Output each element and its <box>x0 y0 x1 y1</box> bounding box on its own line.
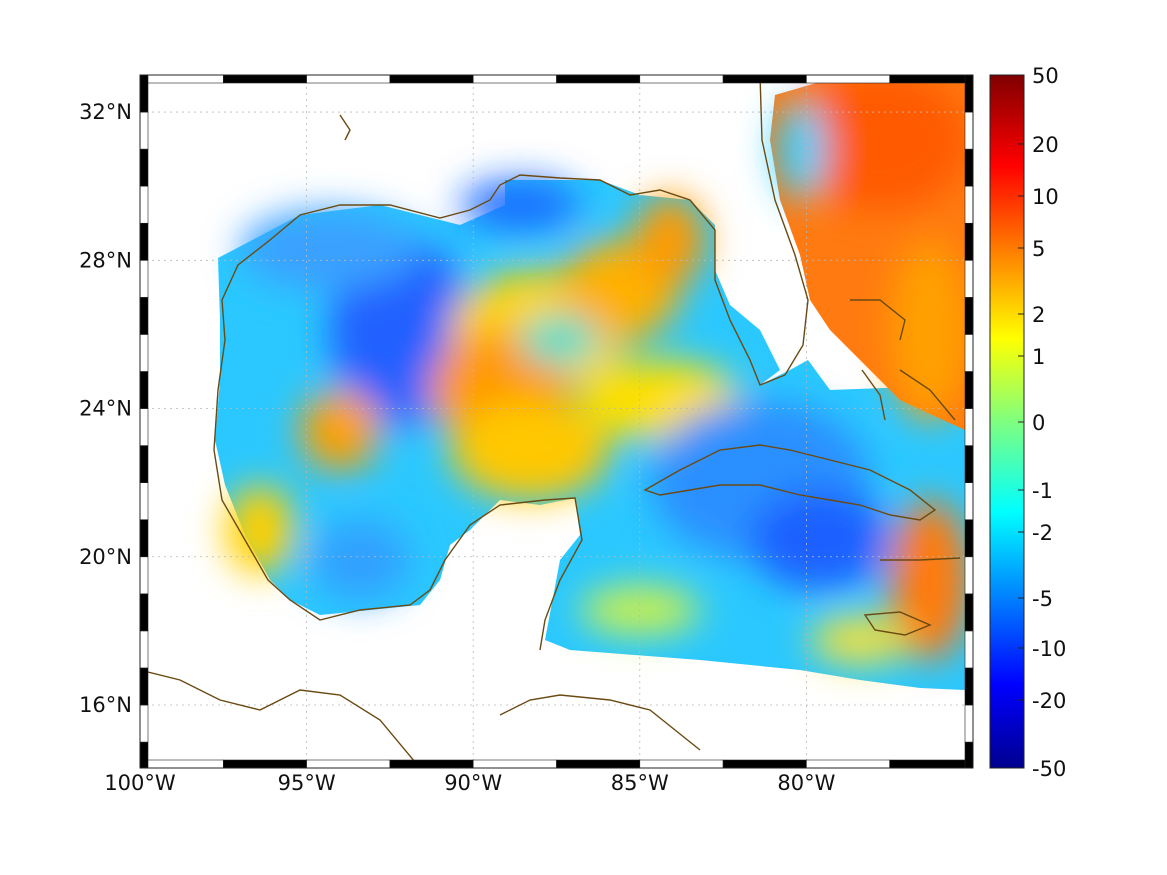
frame-segment <box>472 759 557 769</box>
frame-segment <box>472 74 557 84</box>
frame-segment <box>139 704 149 743</box>
lon-tick-label: 85°W <box>611 771 669 795</box>
colorbar-tick-label: 2 <box>1032 303 1045 327</box>
frame-segment <box>889 759 974 769</box>
frame-segment <box>139 222 149 261</box>
lat-tick-label: 32°N <box>79 100 132 124</box>
lat-tick-label: 24°N <box>79 397 132 421</box>
frame-segment <box>964 556 974 595</box>
frame-segment <box>139 185 149 224</box>
frame-segment <box>964 445 974 483</box>
colorbar-tick-label: -10 <box>1032 637 1066 661</box>
data-field <box>215 75 970 690</box>
frame-segment <box>223 74 307 84</box>
frame-segment <box>639 74 724 84</box>
colorbar-tick-label: 1 <box>1032 345 1045 369</box>
coastline <box>140 75 961 768</box>
frame-segment <box>556 759 641 769</box>
frame-segment <box>806 759 891 769</box>
frame-segment <box>556 74 641 84</box>
frame-segment <box>139 741 149 769</box>
frame-segment <box>964 259 974 298</box>
frame-segment <box>139 297 149 335</box>
frame-segment <box>139 759 224 769</box>
frame-segment <box>964 222 974 261</box>
colorbar-tick-label: 20 <box>1032 133 1059 157</box>
colorbar-tick-label: 10 <box>1032 185 1059 209</box>
latitude-labels: 32°N 28°N 24°N 20°N 16°N <box>79 100 132 717</box>
colorbar-tick-label: -1 <box>1032 479 1053 503</box>
colorbar-tick-label: 5 <box>1032 237 1045 261</box>
lon-tick-label: 100°W <box>104 771 176 795</box>
frame-segment <box>139 74 149 113</box>
frame-segment <box>964 185 974 224</box>
frame-segment <box>964 371 974 409</box>
frame-segment <box>722 759 807 769</box>
lat-tick-label: 16°N <box>79 693 132 717</box>
frame-segment <box>139 148 149 187</box>
frame-segment <box>964 630 974 669</box>
frame-segment <box>139 630 149 669</box>
frame-segment <box>964 704 974 743</box>
lat-tick-label: 28°N <box>79 248 132 272</box>
frame-segment <box>139 111 149 150</box>
frame-segment <box>964 482 974 521</box>
frame-segment <box>139 259 149 298</box>
frame-segment <box>964 667 974 706</box>
colorbar-tick-label: -20 <box>1032 689 1066 713</box>
colorbar-tick-label: 0 <box>1032 411 1045 435</box>
frame-segment <box>139 408 149 446</box>
frame-segment <box>639 759 724 769</box>
lon-tick-label: 95°W <box>278 771 336 795</box>
frame-segment <box>139 556 149 595</box>
colorbar-tick-label: -2 <box>1032 521 1053 545</box>
frame-segment <box>964 148 974 187</box>
frame-segment <box>306 759 391 769</box>
frame-segment <box>889 74 974 84</box>
lon-tick-label: 90°W <box>444 771 502 795</box>
frame-segment <box>223 759 307 769</box>
lon-tick-label: 80°W <box>777 771 835 795</box>
colorbar-tick-label: -50 <box>1032 757 1066 781</box>
frame-segment <box>722 74 807 84</box>
frame-segment <box>964 408 974 446</box>
frame-segment <box>139 519 149 558</box>
frame-segment <box>806 74 891 84</box>
frame-segment <box>306 74 391 84</box>
frame-segment <box>139 445 149 483</box>
frame-segment <box>139 74 224 84</box>
longitude-labels: 100°W 95°W 90°W 85°W 80°W <box>104 771 835 795</box>
frame-segment <box>964 297 974 335</box>
frame-segment <box>964 74 974 113</box>
frame-segment <box>139 482 149 521</box>
frame-segment <box>964 741 974 769</box>
frame-segment <box>389 759 474 769</box>
frame-segment <box>964 593 974 632</box>
frame-segment <box>139 593 149 632</box>
frame-segment <box>964 111 974 150</box>
colorbar-tick-label: 50 <box>1032 64 1059 88</box>
map-frame <box>139 74 974 769</box>
frame-segment <box>139 371 149 409</box>
frame-segment <box>139 334 149 372</box>
colorbar-tick-label: -5 <box>1032 587 1053 611</box>
frame-segment <box>964 334 974 372</box>
frame-segment <box>964 519 974 558</box>
frame-segment <box>139 667 149 706</box>
frame-segment <box>389 74 474 84</box>
lat-tick-label: 20°N <box>79 545 132 569</box>
